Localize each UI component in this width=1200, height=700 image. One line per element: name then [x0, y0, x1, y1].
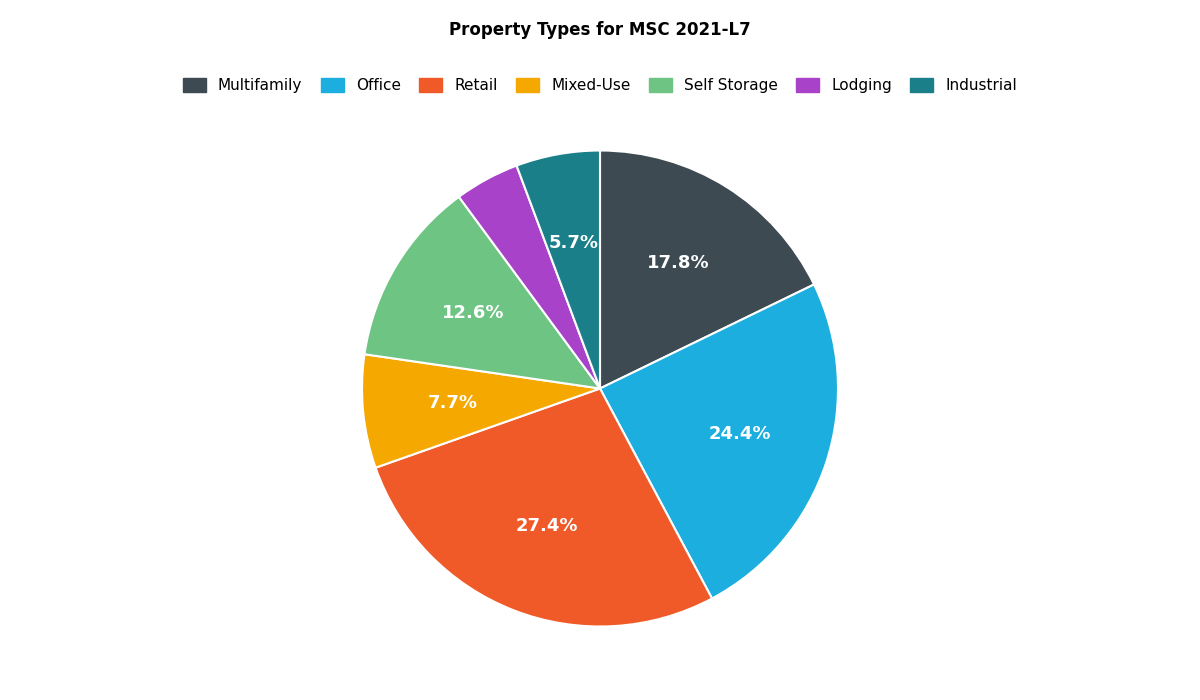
Text: 17.8%: 17.8% — [647, 254, 709, 272]
Wedge shape — [600, 284, 838, 598]
Text: 24.4%: 24.4% — [709, 425, 772, 443]
Text: 5.7%: 5.7% — [548, 234, 599, 252]
Wedge shape — [516, 150, 600, 389]
Wedge shape — [376, 389, 712, 626]
Text: 12.6%: 12.6% — [443, 304, 505, 321]
Wedge shape — [458, 166, 600, 389]
Text: 27.4%: 27.4% — [515, 517, 577, 535]
Wedge shape — [362, 354, 600, 468]
Text: 7.7%: 7.7% — [428, 394, 478, 412]
Legend: Multifamily, Office, Retail, Mixed-Use, Self Storage, Lodging, Industrial: Multifamily, Office, Retail, Mixed-Use, … — [175, 71, 1025, 101]
Text: Property Types for MSC 2021-L7: Property Types for MSC 2021-L7 — [449, 21, 751, 39]
Wedge shape — [365, 197, 600, 388]
Wedge shape — [600, 150, 814, 389]
